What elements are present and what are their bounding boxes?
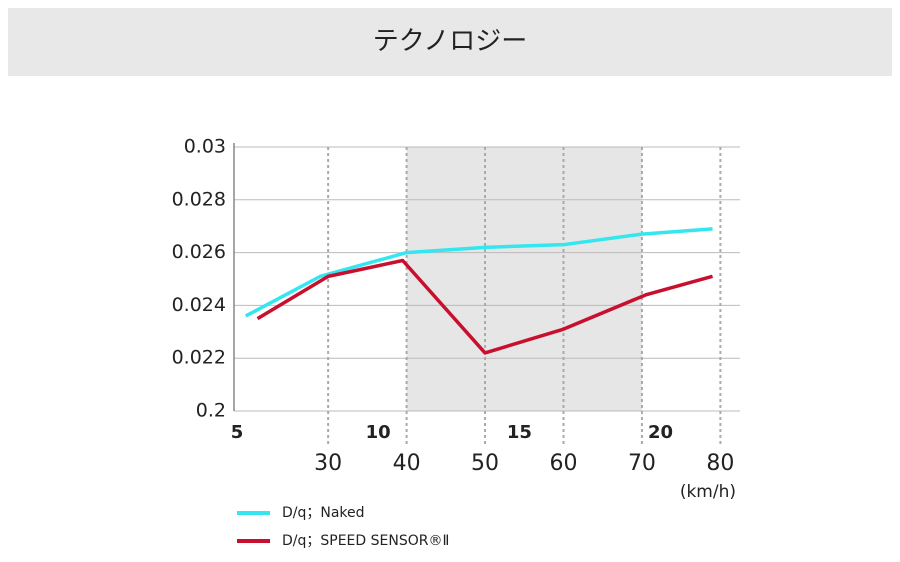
y-tick-label: 0.024 — [172, 294, 226, 316]
legend-label: D/q；SPEED SENSOR®Ⅱ — [282, 533, 449, 549]
y-tick-label: 0.03 — [184, 136, 226, 158]
y-tick-label: 0.2 — [196, 400, 226, 422]
x2-tick-label: 10 — [366, 422, 391, 443]
x2-tick-label: 20 — [648, 422, 673, 443]
x-tick-label: 50 — [471, 451, 499, 476]
x-tick-label: 60 — [549, 451, 577, 476]
y-tick-label: 0.028 — [172, 188, 226, 210]
x2-tick-label: 15 — [507, 422, 532, 443]
series-line — [256, 258, 714, 355]
x-tick-label: 80 — [706, 451, 734, 476]
y-tick-label: 0.022 — [172, 347, 226, 369]
shaded-band — [406, 147, 642, 411]
x-unit-label: (km/h) — [680, 482, 736, 502]
x-tick-label: 40 — [393, 451, 421, 476]
y-tick-label: 0.026 — [172, 241, 226, 263]
legend-label: D/q；Naked — [282, 505, 365, 521]
x2-tick-label: 5 — [231, 422, 244, 443]
chart-title: テクノロジー — [373, 27, 527, 57]
header-bar — [8, 8, 892, 76]
x-tick-label: 30 — [314, 451, 342, 476]
x-tick-label: 70 — [628, 451, 656, 476]
series-line — [244, 227, 713, 318]
